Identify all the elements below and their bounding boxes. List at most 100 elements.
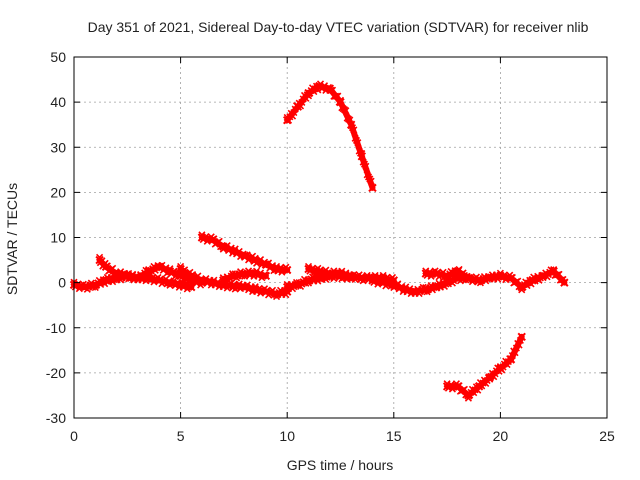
data-point <box>229 246 239 256</box>
axis-ticks <box>73 56 608 419</box>
data-point <box>357 152 367 161</box>
data-point <box>176 264 185 274</box>
data-series <box>69 80 569 402</box>
data-point <box>506 273 516 283</box>
data-point <box>165 267 175 276</box>
y-tick-label: 10 <box>50 230 66 246</box>
data-point <box>453 267 462 276</box>
data-point <box>155 276 164 285</box>
y-axis-label: SDTVAR / TECUs <box>4 183 20 295</box>
tick-labels: 0 5 10 15 20 25 -30 -20 -10 0 10 20 30 40 50 <box>46 49 615 444</box>
x-tick-label: 25 <box>599 428 615 444</box>
data-point <box>219 242 228 251</box>
data-point-marker <box>334 92 342 100</box>
y-tick-label: -20 <box>46 365 66 381</box>
data-point <box>219 276 228 285</box>
data-point <box>442 382 452 391</box>
data-point <box>208 278 217 287</box>
data-point <box>144 267 153 276</box>
x-tick-label: 15 <box>386 428 402 444</box>
data-point <box>506 355 516 364</box>
data-point <box>229 271 239 281</box>
data-point <box>378 278 388 287</box>
data-point <box>293 280 303 290</box>
data-point-marker <box>460 385 468 393</box>
series-arc-4 <box>197 231 292 276</box>
data-point <box>464 391 473 400</box>
data-point <box>208 235 217 244</box>
data-point <box>272 289 281 299</box>
data-point <box>325 269 335 278</box>
data-point <box>453 382 462 391</box>
data-point <box>400 285 409 294</box>
data-point-marker <box>251 254 259 262</box>
data-point <box>304 276 313 285</box>
x-axis-label: GPS time / hours <box>287 457 394 473</box>
data-point <box>485 373 494 382</box>
data-point <box>112 269 121 278</box>
data-point <box>240 251 249 260</box>
y-tick-label: 40 <box>50 94 66 110</box>
data-point <box>336 269 345 278</box>
data-point-marker <box>336 96 345 104</box>
data-point <box>421 285 430 294</box>
data-point <box>346 271 356 281</box>
data-point-marker <box>367 177 375 185</box>
data-point <box>304 264 313 274</box>
data-point <box>261 287 271 296</box>
data-point <box>176 280 185 290</box>
data-point <box>197 276 207 285</box>
data-point <box>187 271 196 281</box>
data-point <box>261 260 271 269</box>
data-point <box>282 265 292 275</box>
data-point <box>410 287 420 296</box>
data-point <box>474 276 484 285</box>
data-point <box>282 282 292 292</box>
data-point-marker <box>514 277 522 285</box>
data-point <box>464 273 473 283</box>
data-point <box>314 82 324 91</box>
x-tick-label: 10 <box>279 428 295 444</box>
data-point <box>101 262 111 272</box>
data-point <box>272 264 281 274</box>
y-tick-label: -10 <box>46 320 66 336</box>
series-arc-11 <box>442 332 526 402</box>
data-point <box>496 364 505 373</box>
data-point <box>197 233 207 242</box>
data-point-marker <box>555 270 563 278</box>
data-point <box>346 120 356 129</box>
data-point <box>251 269 260 278</box>
data-point <box>368 183 377 193</box>
y-tick-label: -30 <box>46 410 66 426</box>
data-point <box>251 285 260 294</box>
data-point <box>336 97 345 107</box>
data-point <box>165 278 175 287</box>
data-point <box>549 267 558 276</box>
data-point <box>123 271 132 281</box>
data-point <box>442 271 452 281</box>
series-arc-7 <box>282 80 377 193</box>
y-tick-label: 50 <box>50 49 66 65</box>
data-point <box>357 273 367 283</box>
data-point <box>251 255 260 265</box>
data-point <box>101 276 111 285</box>
series-arc-10 <box>421 265 569 294</box>
data-point <box>91 280 100 290</box>
data-point <box>560 278 569 287</box>
data-point <box>314 267 324 276</box>
data-point <box>240 269 249 278</box>
x-tick-label: 20 <box>493 428 509 444</box>
chart-title: Day 351 of 2021, Sidereal Day-to-day VTE… <box>88 19 589 35</box>
data-point <box>368 276 377 285</box>
data-point <box>517 282 526 292</box>
data-point <box>229 282 239 291</box>
data-point <box>485 273 494 283</box>
data-point <box>325 84 335 93</box>
data-point <box>432 282 441 292</box>
data-point-marker <box>550 265 558 274</box>
data-point <box>261 271 271 281</box>
x-tick-label: 5 <box>177 428 185 444</box>
data-point-marker <box>362 162 370 170</box>
